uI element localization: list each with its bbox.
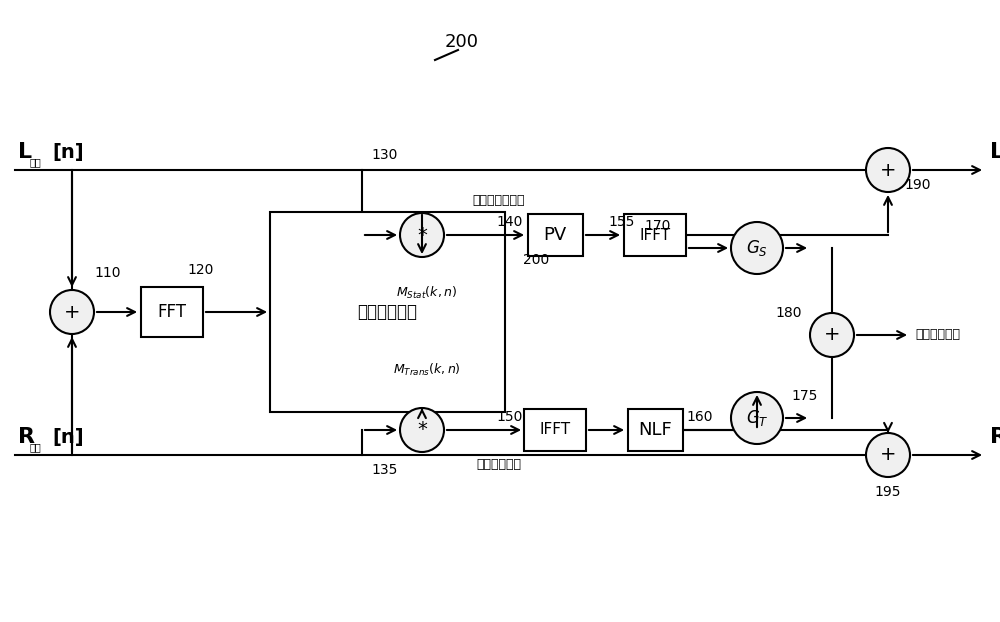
Text: *: *	[417, 226, 427, 244]
Text: NLF: NLF	[638, 421, 672, 439]
Text: $G_S$: $G_S$	[746, 238, 768, 258]
Circle shape	[400, 408, 444, 452]
Text: +: +	[64, 302, 80, 322]
Bar	[528, 214, 582, 256]
Text: 200: 200	[523, 253, 549, 267]
Text: IFFT: IFFT	[539, 422, 571, 437]
Text: 195: 195	[875, 485, 901, 499]
Bar	[141, 287, 203, 337]
Text: 190: 190	[905, 178, 931, 192]
Bar	[270, 212, 505, 412]
Text: 160: 160	[687, 410, 713, 424]
Text: 135: 135	[372, 463, 398, 477]
Text: 155: 155	[609, 215, 635, 229]
Text: 输入: 输入	[30, 442, 42, 452]
Bar	[624, 214, 686, 256]
Text: $G_T$: $G_T$	[746, 408, 768, 428]
Text: FFT: FFT	[158, 303, 186, 321]
Text: R: R	[990, 427, 1000, 447]
Text: 175: 175	[791, 389, 817, 403]
Text: [n]: [n]	[52, 143, 84, 162]
Text: L: L	[990, 142, 1000, 162]
Text: R: R	[18, 427, 35, 447]
Circle shape	[400, 213, 444, 257]
Circle shape	[810, 313, 854, 357]
Text: 瞬态信号部分: 瞬态信号部分	[476, 458, 521, 471]
Text: 低音增强输出: 低音增强输出	[915, 328, 960, 341]
Text: 信号分离单元: 信号分离单元	[358, 303, 418, 321]
Text: +: +	[880, 160, 896, 180]
Text: IFFT: IFFT	[639, 228, 671, 243]
Text: 准稳态信号部分: 准稳态信号部分	[472, 194, 525, 207]
Circle shape	[866, 433, 910, 477]
Circle shape	[50, 290, 94, 334]
Text: *: *	[417, 420, 427, 440]
Text: 180: 180	[776, 306, 802, 320]
Text: 输入: 输入	[30, 157, 42, 167]
Text: 120: 120	[187, 263, 213, 277]
Text: 110: 110	[94, 266, 120, 280]
Text: $M_{Trans}(k,n)$: $M_{Trans}(k,n)$	[393, 362, 461, 378]
Text: 170: 170	[645, 219, 671, 233]
Text: PV: PV	[543, 226, 567, 244]
Bar	[524, 409, 586, 451]
Text: 150: 150	[497, 410, 523, 424]
Text: 130: 130	[372, 148, 398, 162]
Text: +: +	[824, 325, 840, 345]
Text: L: L	[18, 142, 32, 162]
Bar	[628, 409, 682, 451]
Circle shape	[866, 148, 910, 192]
Circle shape	[731, 392, 783, 444]
Text: 200: 200	[445, 33, 479, 51]
Text: [n]: [n]	[52, 428, 84, 447]
Circle shape	[731, 222, 783, 274]
Text: $M_{Stat}(k,n)$: $M_{Stat}(k,n)$	[396, 285, 458, 301]
Text: +: +	[880, 445, 896, 465]
Text: 140: 140	[497, 215, 523, 229]
